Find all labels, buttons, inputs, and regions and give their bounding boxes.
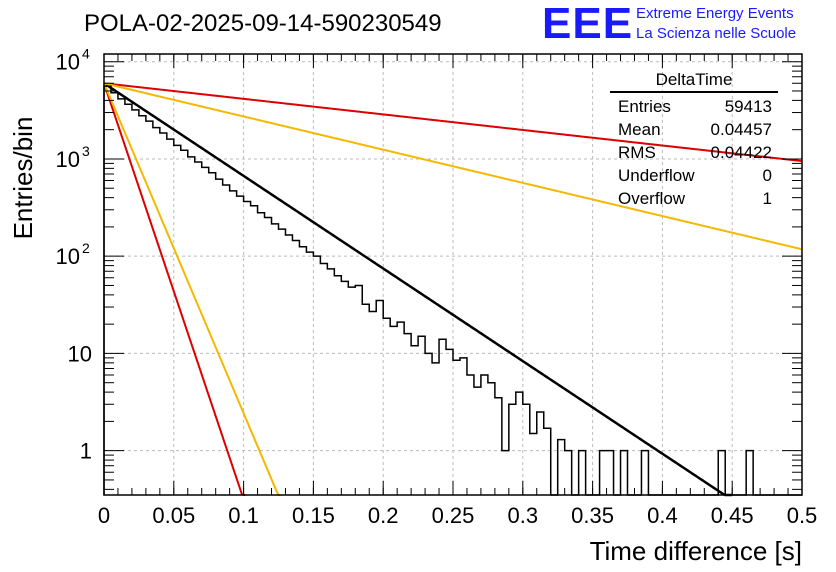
x-tick-label: 0.45: [711, 503, 754, 528]
stats-value: 0: [762, 166, 772, 185]
curve-red-steep: [103, 82, 246, 496]
stats-value: 1: [762, 189, 772, 208]
x-axis-title: Time difference [s]: [590, 536, 802, 566]
stats-row-overflow: Overflow 1: [610, 187, 778, 210]
stats-value: 0.04457: [710, 120, 772, 139]
stats-label: Mean: [618, 120, 661, 139]
x-tick-labels: 0 0.05 0.1 0.15 0.2 0.25 0.3 0.35 0.4 0.45 0.5: [98, 503, 817, 528]
y-tick-label: 10: [56, 147, 80, 172]
stats-row-entries: Entries 59413: [610, 95, 778, 118]
logo-line-2: La Scienza nelle Scuole: [636, 25, 797, 42]
curve-orange-steep: [103, 82, 281, 496]
eee-logo-text: Extreme Energy Events La Scienza nelle S…: [636, 4, 796, 44]
y-tick-label: 10: [68, 341, 92, 366]
y-tick-exponent: 4: [82, 46, 90, 62]
axis-ticks: [103, 54, 803, 495]
y-tick-label: 10: [56, 244, 80, 269]
curve-fit: [103, 82, 733, 497]
stats-label: Overflow: [618, 189, 686, 208]
x-tick-label: 0.35: [571, 503, 614, 528]
x-tick-label: 0.25: [432, 503, 475, 528]
x-tick-label: 0.15: [292, 503, 335, 528]
stats-label: RMS: [618, 143, 656, 162]
curve-orange-shallow: [103, 82, 803, 251]
grid-lines: [104, 54, 802, 495]
stats-value: 59413: [724, 97, 772, 116]
x-tick-label: 0.2: [368, 503, 399, 528]
stats-value: 0.04422: [710, 143, 772, 162]
x-tick-label: 0: [98, 503, 110, 528]
y-tick-label: 1: [80, 439, 92, 464]
x-tick-label: 0.05: [152, 503, 195, 528]
stats-box: DeltaTime Entries 59413 Mean 0.04457 RMS…: [610, 70, 778, 210]
x-tick-label: 0.5: [787, 503, 818, 528]
stats-box-title: DeltaTime: [610, 70, 778, 93]
y-tick-label: 10: [56, 50, 80, 75]
x-tick-label: 0.4: [647, 503, 678, 528]
x-tick-label: 0.3: [508, 503, 539, 528]
logo-line-1: Extreme Energy Events: [636, 5, 794, 22]
eee-logo: EEE: [542, 0, 634, 48]
stats-row-rms: RMS 0.04422: [610, 141, 778, 164]
page-title: POLA-02-2025-09-14-590230549: [84, 10, 442, 37]
x-tick-label: 0.1: [228, 503, 259, 528]
stats-label: Underflow: [618, 166, 695, 185]
series-layer: [103, 82, 803, 497]
y-axis-title: Entries/bin: [8, 117, 38, 240]
stats-row-underflow: Underflow 0: [610, 164, 778, 187]
y-tick-exponent: 3: [82, 143, 90, 159]
y-tick-exponent: 2: [82, 240, 90, 256]
stats-label: Entries: [618, 97, 671, 116]
stats-row-mean: Mean 0.04457: [610, 118, 778, 141]
curve-red-shallow: [103, 82, 803, 163]
